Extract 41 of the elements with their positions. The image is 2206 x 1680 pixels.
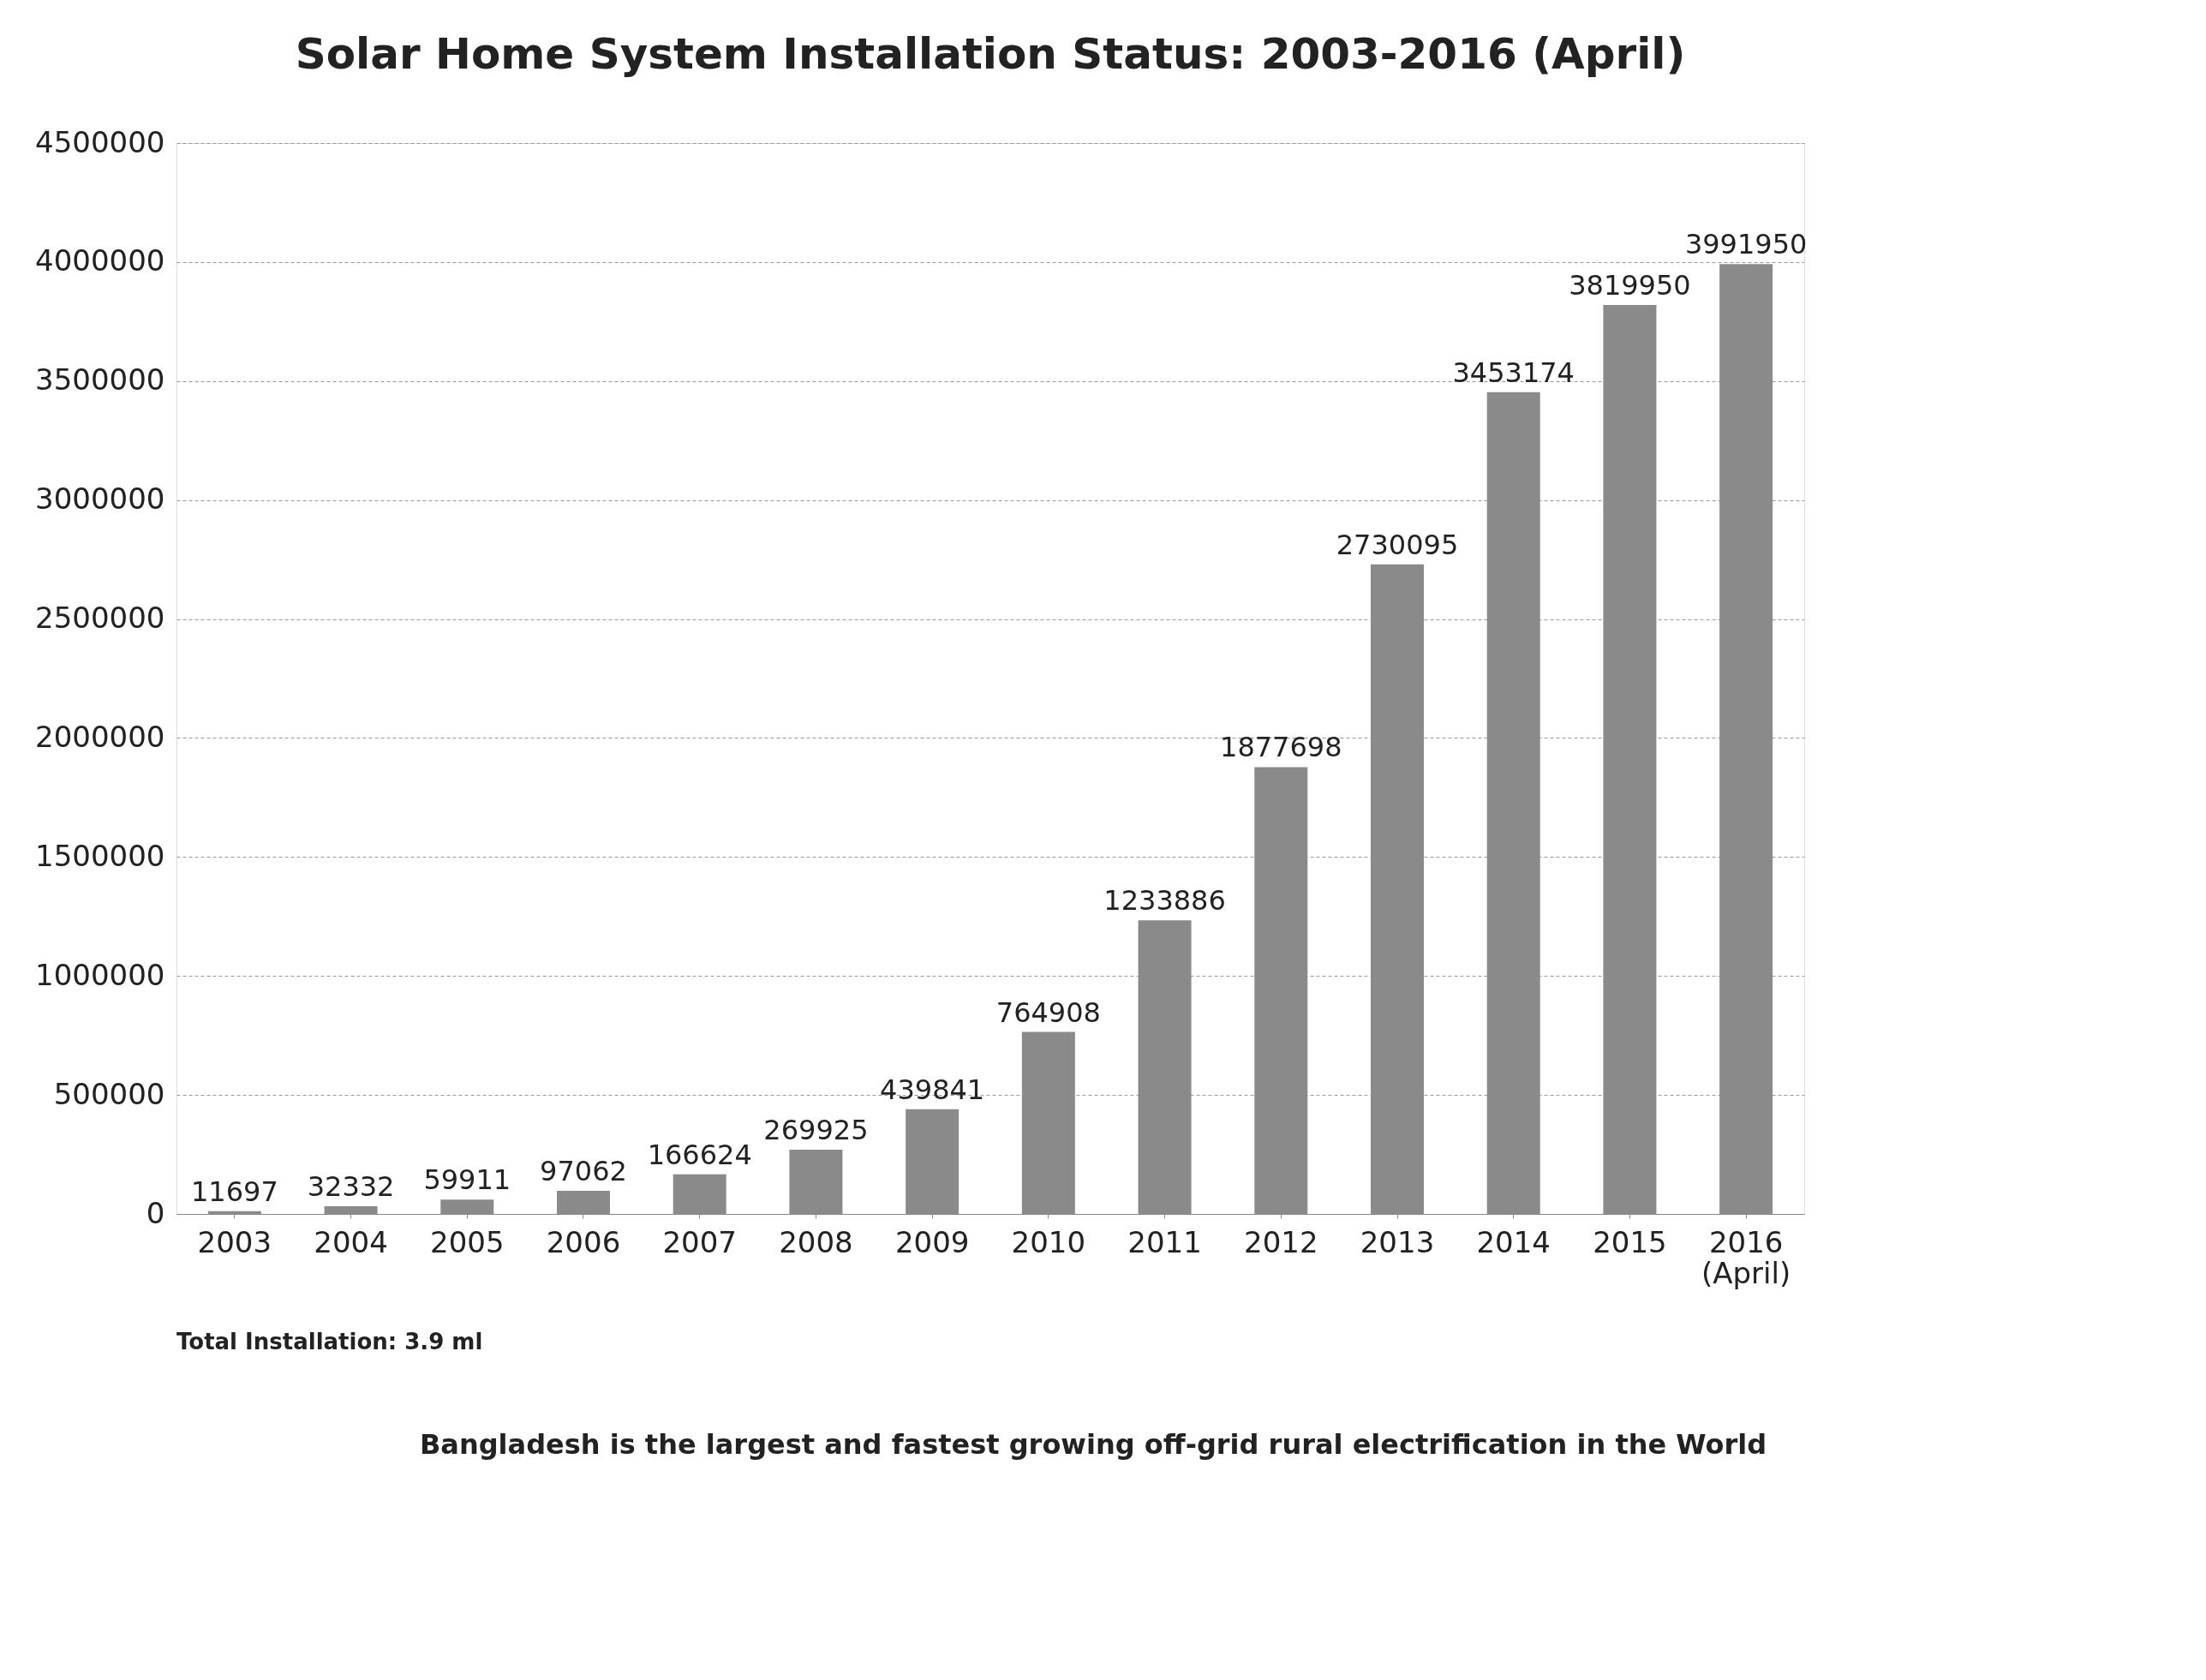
data-label: 1877698 xyxy=(1220,731,1342,764)
data-label: 3991950 xyxy=(1684,228,1808,261)
x-tick-label: 2007 xyxy=(662,1224,737,1259)
text: Bangladesh is the largest and fastest growing off-grid rural electrification in the World xyxy=(419,1428,1767,1461)
x-tick-label: 2015 xyxy=(1593,1224,1667,1259)
x-tick-label: 2003 xyxy=(197,1224,272,1259)
x-tick-label: 2010 xyxy=(1011,1224,1086,1259)
data-label: 439841 xyxy=(880,1073,985,1106)
y-tick-label: 1500000 xyxy=(35,838,165,873)
data-label: 59911 xyxy=(423,1163,511,1197)
data-label: 2730095 xyxy=(1336,528,1459,561)
data-label: 1233886 xyxy=(1103,884,1226,918)
x-tick-label: 2014 xyxy=(1476,1224,1551,1259)
x-tick-label: 2016 (April) xyxy=(1701,1224,1791,1290)
data-label: 11697 xyxy=(190,1175,278,1208)
data-label: 764908 xyxy=(995,995,1101,1029)
data-label: 97062 xyxy=(540,1155,627,1188)
y-tick-label: 2500000 xyxy=(35,601,165,636)
data-label: 32332 xyxy=(307,1170,395,1204)
y-tick-label: 500000 xyxy=(53,1076,165,1111)
y-tick-label: 2000000 xyxy=(35,719,165,754)
x-tick-label: 2005 xyxy=(430,1224,505,1259)
y-tick-label: 1000000 xyxy=(35,957,165,992)
text: Total Installation: 3.9 ml xyxy=(176,1329,483,1354)
y-tick-label: 3500000 xyxy=(35,362,165,398)
data-label: 3819950 xyxy=(1569,268,1691,302)
x-tick-label: 2013 xyxy=(1360,1224,1435,1259)
x-tick-label: 2011 xyxy=(1127,1224,1202,1259)
data-label: 269925 xyxy=(763,1114,869,1147)
y-tick-label: 4500000 xyxy=(35,124,165,159)
y-tick-label: 4000000 xyxy=(35,243,165,278)
chart-title: Solar Home System Installation Status: 2003-2016 (April) xyxy=(295,29,1686,79)
y-tick-label: 3000000 xyxy=(35,481,165,517)
x-tick-label: 2004 xyxy=(314,1224,388,1259)
data-label: 166624 xyxy=(647,1138,752,1171)
y-tick-label: 0 xyxy=(146,1195,165,1230)
data-label: 3453174 xyxy=(1452,356,1575,389)
x-tick-label: 2012 xyxy=(1244,1224,1318,1259)
x-tick-label: 2009 xyxy=(894,1224,970,1259)
x-tick-label: 2008 xyxy=(779,1224,853,1259)
x-tick-label: 2006 xyxy=(546,1224,621,1259)
